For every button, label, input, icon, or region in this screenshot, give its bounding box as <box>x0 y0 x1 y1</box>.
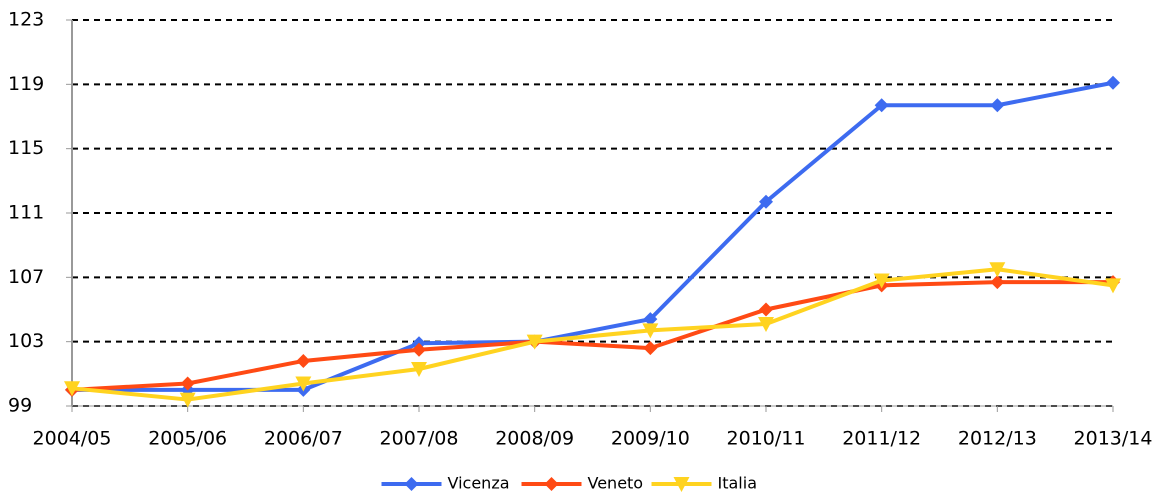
data-point <box>642 323 659 339</box>
legend-label: Vicenza <box>448 474 510 493</box>
x-tick-label: 2008/09 <box>495 428 574 450</box>
x-tick-label: 2004/05 <box>33 428 112 450</box>
y-tick-label: 123 <box>8 9 44 31</box>
legend-marker <box>404 477 419 491</box>
x-tick-label: 2006/07 <box>264 428 343 450</box>
data-point <box>526 334 543 350</box>
x-tick-label: 2005/06 <box>148 428 227 450</box>
x-tick-label: 2007/08 <box>380 428 459 450</box>
x-tick-label: 2009/10 <box>611 428 690 450</box>
data-point <box>758 316 774 332</box>
data-point <box>873 273 890 289</box>
legend-label: Veneto <box>588 474 644 493</box>
data-point <box>1105 278 1121 294</box>
legend-marker <box>544 477 559 491</box>
series-line <box>71 267 1114 402</box>
data-point <box>990 275 1005 290</box>
data-point <box>874 98 889 113</box>
data-point <box>990 98 1005 113</box>
data-point <box>180 376 195 391</box>
data-point <box>296 353 311 368</box>
data-point <box>643 312 658 327</box>
data-point <box>411 362 427 378</box>
x-tick-label: 2011/12 <box>842 428 921 450</box>
series-line <box>71 280 1113 392</box>
y-tick-label: 115 <box>8 137 44 159</box>
data-point <box>295 376 312 392</box>
y-tick-label: 119 <box>8 73 44 95</box>
data-point <box>64 381 80 397</box>
y-tick-label: 111 <box>8 202 44 224</box>
y-tick-label: 99 <box>8 395 32 417</box>
x-tick-label: 2012/13 <box>958 428 1037 450</box>
data-point <box>412 342 426 357</box>
data-point <box>989 262 1006 278</box>
x-tick-label: 2010/11 <box>727 428 806 450</box>
data-point <box>1106 75 1120 90</box>
data-point <box>759 302 773 317</box>
x-tick-label: 2013/14 <box>1074 428 1153 450</box>
legend-label: Italia <box>718 474 758 493</box>
legend-marker <box>673 477 690 492</box>
y-tick-label: 103 <box>8 330 44 352</box>
y-tick-label: 107 <box>8 266 44 288</box>
data-point <box>179 392 196 408</box>
legend: Vicenza Veneto Italia <box>381 474 758 493</box>
data-point <box>759 194 773 209</box>
data-point <box>643 341 658 356</box>
